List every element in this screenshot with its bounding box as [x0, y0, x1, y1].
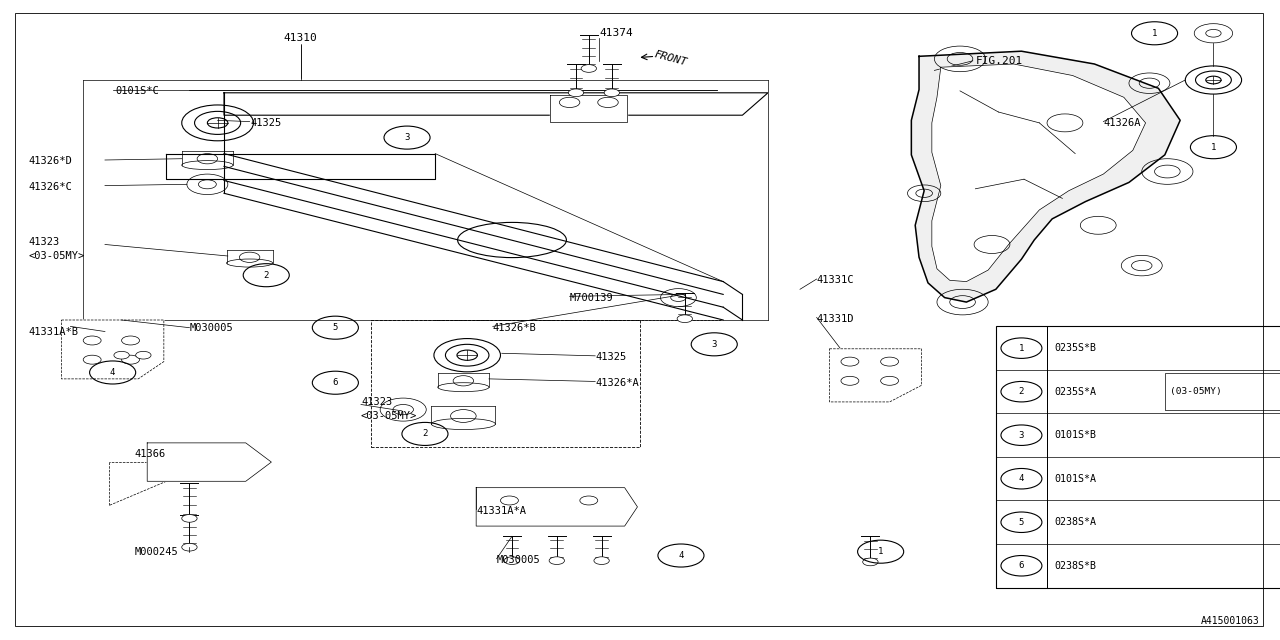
- Text: 41374: 41374: [599, 28, 632, 38]
- Text: 41323: 41323: [28, 237, 59, 247]
- Text: 0235S*A: 0235S*A: [1055, 387, 1097, 397]
- Polygon shape: [224, 180, 723, 320]
- Text: <03-05MY>: <03-05MY>: [28, 251, 84, 261]
- Text: 41325: 41325: [595, 352, 626, 362]
- Text: 0235S*B: 0235S*B: [1055, 343, 1097, 353]
- Text: 41331A*B: 41331A*B: [28, 326, 78, 337]
- Text: FRONT: FRONT: [653, 50, 687, 68]
- Text: 0238S*A: 0238S*A: [1055, 517, 1097, 527]
- Text: 0238S*B: 0238S*B: [1055, 561, 1097, 571]
- Circle shape: [182, 543, 197, 551]
- Text: M000245: M000245: [134, 547, 178, 557]
- Polygon shape: [911, 51, 1180, 302]
- Text: 41331D: 41331D: [817, 314, 854, 324]
- Text: 2: 2: [1019, 387, 1024, 396]
- Polygon shape: [829, 349, 922, 402]
- Text: 2: 2: [264, 271, 269, 280]
- Text: 5: 5: [1019, 518, 1024, 527]
- Text: 4: 4: [110, 368, 115, 377]
- Text: 1: 1: [1211, 143, 1216, 152]
- Text: 41326*B: 41326*B: [493, 323, 536, 333]
- Circle shape: [677, 315, 692, 323]
- Text: 6: 6: [333, 378, 338, 387]
- Text: 41326*A: 41326*A: [595, 378, 639, 388]
- Text: 41323: 41323: [361, 397, 392, 407]
- Text: 41366: 41366: [134, 449, 165, 460]
- Text: 3: 3: [712, 340, 717, 349]
- Text: 0101S*C: 0101S*C: [115, 86, 159, 96]
- Text: 41310: 41310: [284, 33, 317, 44]
- Polygon shape: [61, 320, 164, 379]
- Polygon shape: [932, 64, 1146, 282]
- Text: 41326*D: 41326*D: [28, 156, 72, 166]
- Circle shape: [594, 557, 609, 564]
- Text: 41331A*A: 41331A*A: [476, 506, 526, 516]
- Text: 41326A: 41326A: [1103, 118, 1140, 128]
- Polygon shape: [476, 488, 637, 526]
- Circle shape: [863, 558, 878, 566]
- Text: FIG.201: FIG.201: [975, 56, 1023, 66]
- Text: M030005: M030005: [497, 555, 540, 565]
- Bar: [996, 326, 1280, 588]
- Text: M030005: M030005: [189, 323, 233, 333]
- Circle shape: [504, 557, 520, 564]
- Text: 2: 2: [422, 429, 428, 438]
- Circle shape: [604, 89, 620, 97]
- Circle shape: [581, 65, 596, 72]
- Circle shape: [136, 351, 151, 359]
- Text: 3: 3: [404, 133, 410, 142]
- Text: M700139: M700139: [570, 292, 613, 303]
- Text: A415001063: A415001063: [1201, 616, 1260, 626]
- Polygon shape: [147, 443, 271, 481]
- Polygon shape: [224, 93, 768, 115]
- Polygon shape: [550, 95, 627, 122]
- Text: 3: 3: [1019, 431, 1024, 440]
- Bar: [1165, 373, 1280, 410]
- Text: 4: 4: [1019, 474, 1024, 483]
- Polygon shape: [166, 154, 435, 179]
- Circle shape: [182, 515, 197, 522]
- Text: 41331C: 41331C: [817, 275, 854, 285]
- Text: 1: 1: [1019, 344, 1024, 353]
- Text: (03-05MY): (03-05MY): [1170, 387, 1221, 396]
- Text: 6: 6: [1019, 561, 1024, 570]
- Text: 0101S*A: 0101S*A: [1055, 474, 1097, 484]
- Text: 41326*C: 41326*C: [28, 182, 72, 192]
- Circle shape: [568, 89, 584, 97]
- Text: 5: 5: [333, 323, 338, 332]
- Circle shape: [549, 557, 564, 564]
- Circle shape: [114, 351, 129, 359]
- Text: 1: 1: [878, 547, 883, 556]
- Text: 0101S*B: 0101S*B: [1055, 430, 1097, 440]
- Polygon shape: [224, 154, 723, 294]
- Bar: [371, 320, 640, 447]
- Text: 4: 4: [678, 551, 684, 560]
- Text: <03-05MY>: <03-05MY>: [361, 411, 417, 421]
- Text: 41325: 41325: [251, 118, 282, 128]
- Text: 1: 1: [1152, 29, 1157, 38]
